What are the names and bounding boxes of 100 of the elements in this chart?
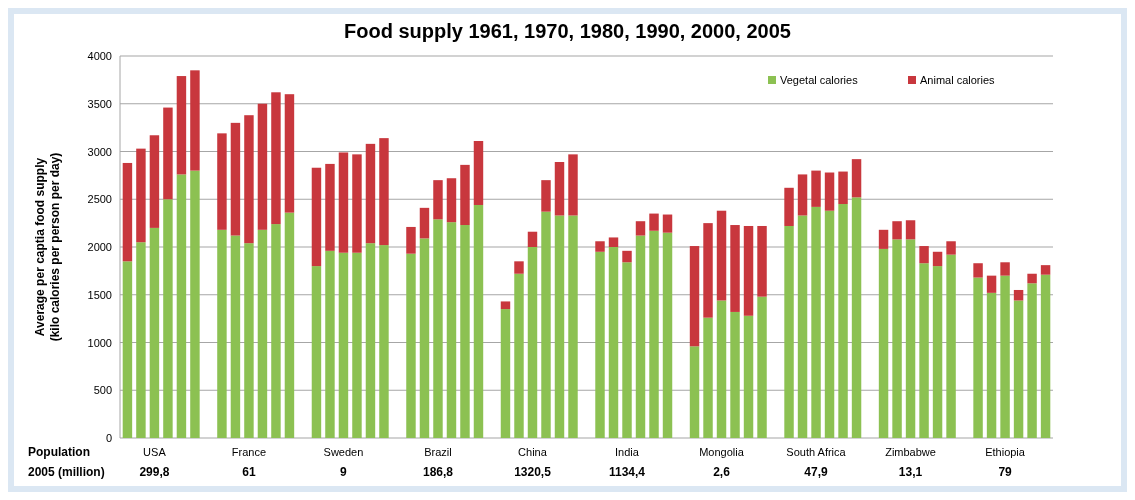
bar xyxy=(730,311,740,438)
text: 13,1 xyxy=(898,465,923,479)
bar xyxy=(919,246,929,264)
bar xyxy=(838,171,848,205)
bar xyxy=(500,301,511,310)
y-tick-label: 3500 xyxy=(87,97,112,110)
bar xyxy=(973,277,983,438)
bar xyxy=(446,178,457,223)
bar xyxy=(122,162,133,262)
bar xyxy=(352,252,362,438)
bar xyxy=(892,221,902,240)
y-tick-label: 0 xyxy=(105,432,112,444)
x-tick-label: Zimbabwe xyxy=(885,446,936,458)
bar xyxy=(892,239,902,438)
bar xyxy=(622,262,632,438)
bar xyxy=(460,225,470,438)
bar xyxy=(230,122,241,236)
bar xyxy=(811,206,821,438)
bar xyxy=(136,148,146,243)
bar xyxy=(946,254,956,438)
bar xyxy=(311,167,322,267)
x-tick-label: Mongolia xyxy=(699,446,745,458)
bar xyxy=(757,296,767,438)
bar xyxy=(473,204,484,438)
bar xyxy=(851,197,862,438)
x-tick-label: India xyxy=(615,446,640,458)
bar xyxy=(433,219,443,438)
bar xyxy=(325,163,335,251)
bar xyxy=(473,141,484,205)
bar xyxy=(784,187,794,226)
bar xyxy=(824,172,835,211)
bar xyxy=(595,241,605,252)
legend-label: Vegetal calories xyxy=(780,74,859,86)
text: 9 xyxy=(340,465,348,479)
bar xyxy=(973,263,983,278)
bar xyxy=(338,152,349,253)
bar xyxy=(595,251,605,438)
bar xyxy=(757,225,767,297)
bar xyxy=(649,213,659,231)
bar xyxy=(797,174,808,216)
bar xyxy=(379,245,389,438)
y-tick-label: 4000 xyxy=(87,50,112,62)
bar xyxy=(365,243,376,438)
bar xyxy=(689,246,700,347)
bar xyxy=(271,92,281,225)
y-tick-label: 2500 xyxy=(87,193,112,206)
bar xyxy=(932,266,943,438)
bar xyxy=(608,237,619,247)
bar xyxy=(635,221,646,236)
bar xyxy=(190,170,200,438)
bar xyxy=(352,154,362,253)
bar xyxy=(568,154,578,216)
y-tick-label: 3000 xyxy=(87,145,112,158)
bar xyxy=(608,247,619,438)
bar xyxy=(743,225,754,316)
bar xyxy=(284,94,295,213)
bar xyxy=(406,226,416,254)
bar xyxy=(136,242,146,438)
bar xyxy=(379,138,389,246)
bar xyxy=(1000,275,1010,438)
text: 186,8 xyxy=(422,465,454,479)
bar xyxy=(784,225,794,438)
text: 299,8 xyxy=(139,465,170,479)
bar xyxy=(176,174,187,438)
bar xyxy=(703,223,713,318)
text: 2,6 xyxy=(713,465,731,479)
bar xyxy=(1040,274,1051,438)
bar xyxy=(554,162,565,216)
bar xyxy=(703,317,713,438)
bar xyxy=(406,253,416,438)
bar xyxy=(149,135,160,228)
bar xyxy=(541,180,551,212)
text: Population 2005 (million) xyxy=(28,445,105,479)
x-tick-label: Ethiopia xyxy=(985,446,1026,458)
bar xyxy=(176,76,187,175)
bar xyxy=(149,227,160,438)
bar xyxy=(919,263,929,438)
bar xyxy=(230,235,241,438)
text: 79 xyxy=(998,465,1013,479)
bar xyxy=(568,215,578,438)
y-tick-label: 1000 xyxy=(87,336,112,349)
bar xyxy=(541,211,551,438)
x-tick-label: USA xyxy=(143,446,167,458)
bar xyxy=(217,133,227,230)
bar xyxy=(932,251,943,267)
x-tick-label: Brazil xyxy=(424,446,452,458)
bar xyxy=(730,225,740,312)
bar xyxy=(851,159,862,198)
bar xyxy=(419,238,430,438)
bar xyxy=(338,252,349,438)
bar xyxy=(689,346,700,438)
chart-title: Food supply 1961, 1970, 1980, 1990, 2000, 2005 xyxy=(344,20,791,42)
text: 47,9 xyxy=(804,465,829,479)
bar xyxy=(163,107,173,200)
bar xyxy=(217,229,227,438)
text: 1134,4 xyxy=(608,465,646,479)
bar xyxy=(122,261,133,438)
bar xyxy=(811,170,821,207)
legend-label: Animal calories xyxy=(920,74,996,86)
bar xyxy=(1027,273,1037,284)
